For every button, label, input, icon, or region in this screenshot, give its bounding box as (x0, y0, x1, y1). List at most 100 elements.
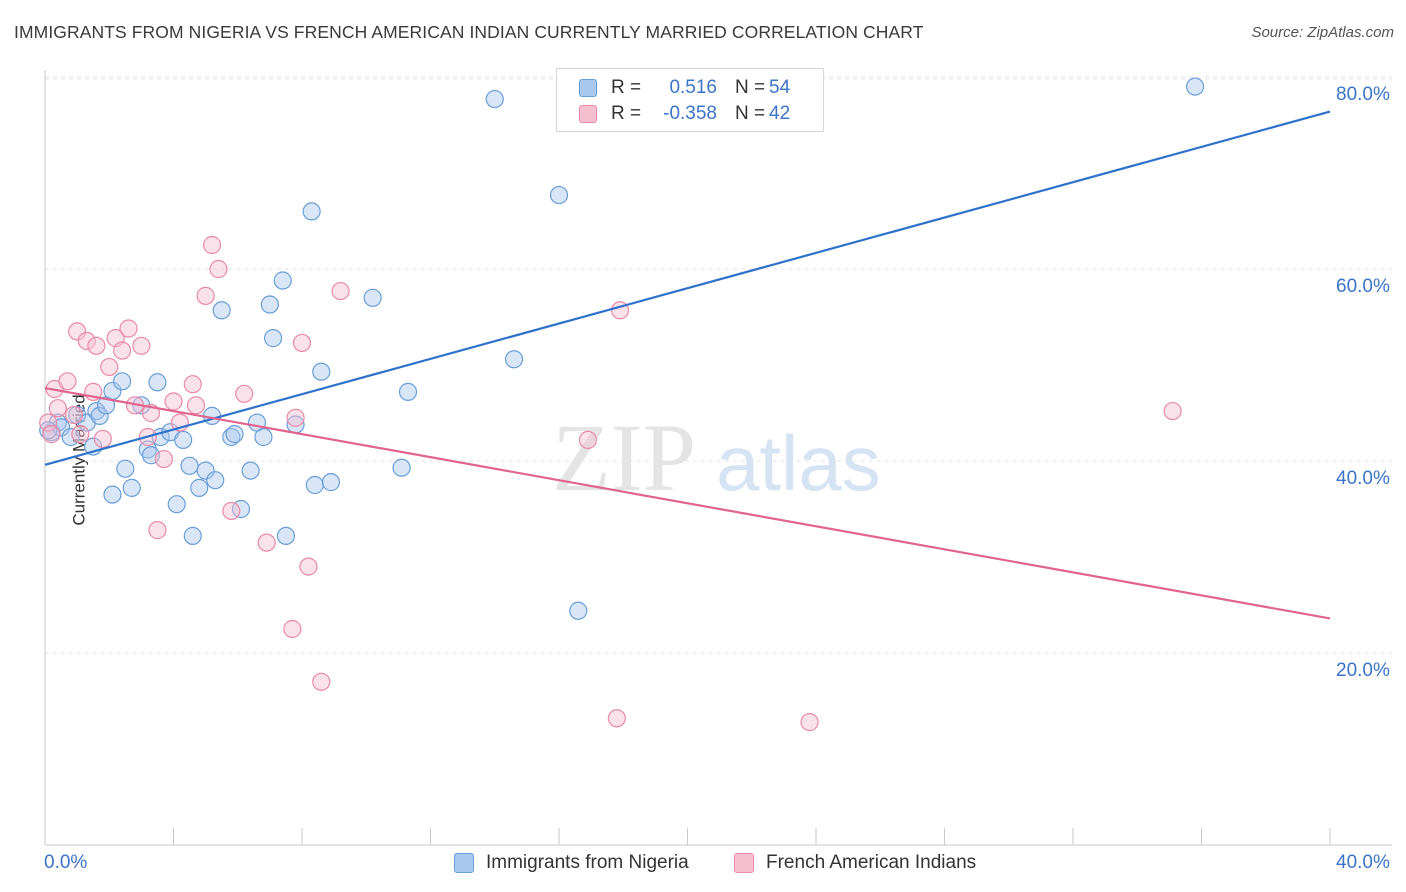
point-nigeria (398, 382, 418, 401)
point-french-american-indian (222, 501, 241, 521)
trend-lines (44, 110, 1331, 620)
y-tick-label: 60.0% (1336, 276, 1390, 297)
point-french-american-indian (87, 336, 106, 355)
point-nigeria (183, 526, 202, 545)
series-legend: Immigrants from Nigeria French American … (0, 852, 1406, 878)
point-french-american-indian (312, 672, 331, 691)
point-french-american-indian (119, 319, 138, 338)
point-nigeria (87, 401, 106, 421)
legend-r-label: R = (611, 103, 642, 124)
x-tick-marks (44, 828, 1331, 845)
point-french-american-indian (64, 405, 84, 425)
point-french-american-indian (299, 557, 318, 576)
legend-r-value: -0.358 (663, 103, 717, 124)
point-nigeria (321, 473, 341, 492)
point-nigeria (260, 295, 279, 314)
point-nigeria (569, 601, 588, 620)
chart-title: IMMIGRANTS FROM NIGERIA VS FRENCH AMERIC… (14, 22, 924, 42)
point-nigeria (190, 478, 209, 497)
trend-line-french-american-indian (44, 386, 1331, 620)
point-nigeria (241, 461, 260, 480)
point-french-american-indian (331, 281, 350, 301)
point-french-american-indian (132, 336, 151, 355)
point-nigeria (273, 271, 292, 290)
point-nigeria (504, 350, 524, 369)
point-nigeria (225, 425, 244, 444)
point-french-american-indian (42, 425, 61, 444)
legend-row-nigeria: R = 0.516 N = 54 (579, 76, 790, 100)
point-french-american-indian (186, 396, 206, 415)
point-french-american-indian (164, 392, 183, 411)
legend-item-french-american-indians[interactable]: French American Indians (734, 852, 976, 874)
point-nigeria (138, 440, 157, 459)
point-french-american-indian (100, 357, 119, 377)
legend-item-nigeria[interactable]: Immigrants from Nigeria (454, 852, 689, 874)
point-french-american-indian (93, 429, 112, 449)
legend-swatch-blue (579, 79, 597, 97)
point-french-american-indian (283, 619, 302, 639)
legend-n-value: 42 (769, 103, 791, 124)
point-french-american-indian (235, 384, 254, 403)
legend-r-value: 0.516 (669, 77, 717, 98)
watermark: ZIP atlas (552, 404, 881, 511)
point-nigeria (90, 406, 109, 425)
legend-swatch-pink (579, 105, 597, 123)
legend-n-value: 54 (769, 77, 791, 98)
y-tick-label: 20.0% (1336, 660, 1390, 681)
point-french-american-indian (1163, 401, 1182, 421)
legend-n-label: N = (735, 103, 766, 124)
point-french-american-indian (257, 533, 276, 552)
point-nigeria (222, 427, 241, 447)
legend-swatch-pink (734, 853, 754, 873)
point-nigeria (1185, 77, 1205, 96)
point-french-american-indian (48, 399, 67, 418)
data-points (39, 77, 1205, 732)
watermark-atlas: atlas (716, 419, 881, 507)
y-tick-label: 80.0% (1336, 84, 1390, 105)
point-nigeria (263, 329, 283, 348)
point-french-american-indian (58, 372, 77, 391)
grid-lines (45, 76, 1392, 654)
point-french-american-indian (202, 235, 222, 255)
point-french-american-indian (800, 713, 819, 732)
point-french-american-indian (112, 341, 132, 360)
legend-n-label: N = (735, 77, 766, 98)
point-nigeria (302, 202, 321, 221)
point-nigeria (305, 475, 324, 495)
point-nigeria (254, 427, 273, 447)
stats-legend: R = 0.516 N = 54 R = -0.358 N = 42 (556, 68, 824, 132)
trend-line-nigeria (44, 110, 1331, 466)
point-nigeria (167, 495, 186, 514)
point-nigeria (103, 485, 122, 504)
legend-row-french-american-indian: R = -0.358 N = 42 (579, 102, 790, 126)
point-french-american-indian (77, 331, 96, 351)
x-tick-label-max: 40.0% (1336, 852, 1390, 873)
legend-label-french-american-indians: French American Indians (766, 852, 977, 873)
axes (44, 70, 1392, 846)
point-french-american-indian (68, 322, 87, 341)
x-tick-label-min: 0.0% (44, 852, 88, 873)
point-nigeria (392, 458, 411, 477)
point-nigeria (485, 89, 504, 109)
point-french-american-indian (148, 521, 167, 540)
legend-swatch-blue (454, 853, 474, 873)
point-nigeria (116, 459, 135, 478)
point-nigeria (112, 372, 132, 391)
point-french-american-indian (71, 425, 90, 444)
point-nigeria (312, 362, 331, 381)
point-nigeria (363, 288, 382, 307)
point-french-american-indian (154, 449, 173, 469)
point-french-american-indian (183, 375, 202, 394)
point-nigeria (276, 526, 296, 545)
point-nigeria (180, 456, 199, 475)
point-nigeria (206, 471, 225, 490)
legend-label-nigeria: Immigrants from Nigeria (486, 852, 689, 873)
point-french-american-indian (286, 408, 305, 427)
point-nigeria (122, 478, 141, 497)
point-french-american-indian (209, 259, 228, 279)
point-french-american-indian (292, 333, 312, 353)
point-nigeria (549, 185, 569, 205)
point-french-american-indian (196, 286, 215, 305)
point-french-american-indian (39, 413, 58, 432)
